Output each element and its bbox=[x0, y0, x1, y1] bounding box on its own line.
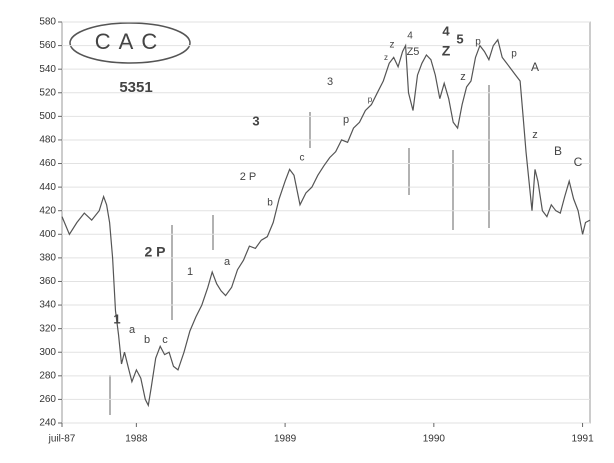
title-ellipse bbox=[69, 22, 191, 64]
y-tick-label: 580 bbox=[39, 17, 56, 28]
wave-markers bbox=[109, 85, 490, 415]
annotation: p bbox=[511, 49, 517, 60]
y-tick-label: 480 bbox=[39, 135, 56, 146]
annotation: c bbox=[300, 153, 305, 164]
annotation: Z bbox=[442, 43, 451, 59]
annotation: z bbox=[390, 40, 395, 51]
y-tick-label: 260 bbox=[39, 394, 56, 405]
annotation: p bbox=[368, 95, 373, 104]
x-tick-label: 1990 bbox=[423, 434, 446, 445]
annotation: CAC bbox=[95, 29, 165, 54]
annotation: c bbox=[162, 334, 168, 346]
annotation: 3 bbox=[252, 113, 259, 128]
y-tick-label: 520 bbox=[39, 87, 56, 98]
y-tick-label: 320 bbox=[39, 323, 56, 334]
annotation: 2 P bbox=[240, 171, 257, 183]
x-tick-label: juil-87 bbox=[48, 434, 76, 445]
annotation: Z5 bbox=[407, 46, 420, 58]
x-tick-label: 1988 bbox=[125, 434, 148, 445]
annotation: 1 bbox=[187, 266, 193, 278]
annotation: z bbox=[532, 129, 538, 141]
annotation: C bbox=[574, 155, 583, 169]
annotation: z bbox=[460, 71, 466, 83]
y-tick-label: 300 bbox=[39, 347, 56, 358]
y-tick-label: 540 bbox=[39, 64, 56, 75]
x-tick-label: 1991 bbox=[571, 434, 594, 445]
annotation: 3 bbox=[327, 76, 333, 88]
annotation: 1 bbox=[113, 311, 120, 326]
y-tick-label: 500 bbox=[39, 111, 56, 122]
annotation: p bbox=[343, 114, 349, 126]
annotation: a bbox=[224, 256, 231, 268]
y-tick-label: 380 bbox=[39, 253, 56, 264]
y-tick-label: 340 bbox=[39, 300, 56, 311]
annotation: a bbox=[129, 324, 136, 336]
price-line bbox=[61, 38, 591, 408]
annotation: z bbox=[384, 53, 388, 62]
annotation: 4 bbox=[442, 23, 450, 38]
annotation: b bbox=[144, 334, 150, 346]
annotation: A bbox=[531, 60, 539, 74]
annotation: p bbox=[475, 37, 481, 48]
y-tick-label: 280 bbox=[39, 370, 56, 381]
y-tick-label: 360 bbox=[39, 276, 56, 287]
annotation: B bbox=[554, 144, 562, 158]
y-tick-label: 460 bbox=[39, 158, 56, 169]
annotation: 2 P bbox=[144, 244, 165, 260]
annotation: 4 bbox=[407, 31, 413, 42]
y-tick-label: 560 bbox=[39, 40, 56, 51]
x-tick-label: 1989 bbox=[274, 434, 297, 445]
y-tick-label: 240 bbox=[39, 418, 56, 429]
y-tick-label: 400 bbox=[39, 229, 56, 240]
annotation: 5351 bbox=[119, 79, 152, 96]
annotation: b bbox=[267, 198, 273, 209]
y-tick-label: 440 bbox=[39, 182, 56, 193]
annotation: 5 bbox=[456, 31, 463, 46]
y-tick-label: 420 bbox=[39, 205, 56, 216]
